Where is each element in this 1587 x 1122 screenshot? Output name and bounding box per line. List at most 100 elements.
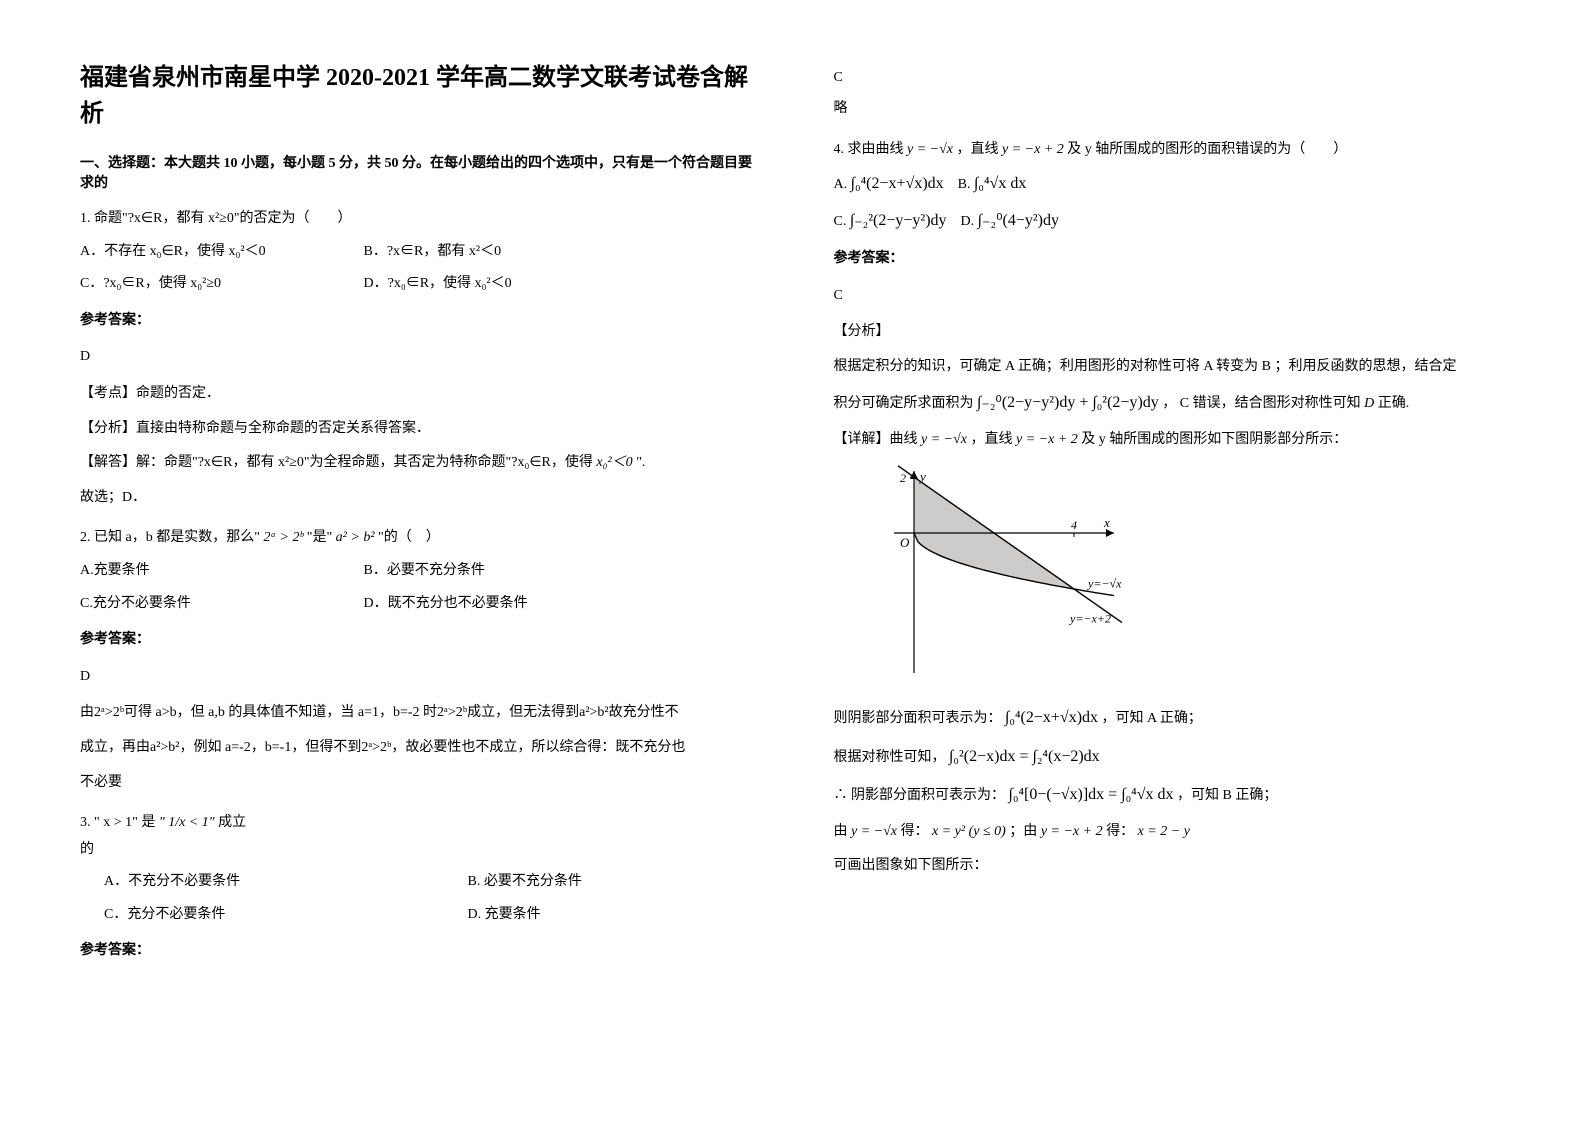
q1-jieda-post: ". — [636, 455, 645, 470]
q4-optc-int: ∫₋₂²(2−y−y²)dy — [850, 212, 947, 229]
q4-stem: 4. 求由曲线 y = −√x ，直线 y = −x + 2 及 y 轴所围成的… — [834, 137, 1508, 164]
q4-a4-m3: 得： — [1106, 824, 1134, 839]
q3-lue: 略 — [834, 96, 1508, 123]
q4-a3-post: ，可知 B 正确； — [1177, 788, 1277, 803]
q4-a4-m2: ；由 — [1009, 824, 1041, 839]
q4-a2-pre: 根据对称性可知， — [834, 750, 946, 765]
q4-f1-post: 知识，可确定 A 正确；利用图形的对称性可将 A 转变为 B ；利用反函数的思想… — [918, 359, 1457, 374]
q3-de: 的 — [80, 837, 754, 864]
q4-a3-pre: ∴ 阴影部分面积可表示为： — [834, 788, 1006, 803]
q3-opt-d: D. 充要条件 — [468, 902, 541, 929]
q4-answer: C — [834, 283, 1508, 310]
q2-opt-d: D．既不充分也不必要条件 — [364, 591, 528, 618]
q3-stem: 3. " x > 1" 是 " 1/x < 1" 成立 — [80, 810, 754, 837]
q4-xj-mid: ，直线 — [971, 432, 1017, 447]
q4-fenxi1: 根据定积分的知识，可确定 A 正确；利用图形的对称性可将 A 转变为 B ；利用… — [834, 354, 1508, 381]
q4-graph: 24yxOy=−√xy=−x+2 — [874, 463, 1134, 693]
q2-opt-a: A.充要条件 — [80, 558, 360, 585]
q2-stem-mid: "是" — [307, 530, 332, 545]
q4-opta-pre: A. — [834, 177, 851, 192]
q4-optb-int: ∫₀⁴√x dx — [974, 175, 1026, 192]
q4-a1-pre: 则阴影部分面积可表示为： — [834, 711, 1002, 726]
q1-opt-d: D．?x₀∈R，使得 x₀²＜0 — [364, 271, 512, 298]
q4-stem-e2: y = −x + 2 — [1002, 142, 1064, 157]
q2-stem-e2: a² > b² — [336, 530, 375, 545]
q3-opt-a: A．不充分不必要条件 — [104, 869, 464, 896]
svg-text:4: 4 — [1071, 518, 1077, 532]
q3-stem-pre: 3. " x > 1" 是 — [80, 815, 159, 830]
q4-optd-pre: D. — [961, 214, 978, 229]
q3-answer-label: 参考答案： — [80, 938, 754, 965]
q1-fenxi: 【分析】直接由特称命题与全称命题的否定关系得答案． — [80, 416, 754, 443]
q2-stem-post: "的（ ） — [378, 530, 440, 545]
q4-xj-e2: y = −x + 2 — [1016, 432, 1078, 447]
q4-xj-post: 及 y 轴所围成的图形如下图阴影部分所示： — [1081, 432, 1347, 447]
page-title: 福建省泉州市南星中学 2020-2021 学年高二数学文联考试卷含解析 — [80, 60, 754, 132]
q4-a2-int: ∫₀²(2−x)dx = ∫₂⁴(x−2)dx — [949, 748, 1100, 765]
q4-stem-post: 及 y 轴所围成的图形的面积错误的为（ ） — [1067, 142, 1347, 157]
q4-f1-de: 的 — [904, 359, 918, 374]
q4-stem-e1: y = −√x — [907, 142, 953, 157]
q4-a4-pre: 由 — [834, 824, 852, 839]
q4-a1-int: ∫₀⁴(2−x+√x)dx — [1005, 709, 1098, 726]
q4-after4: 由 y = −√x 得： x = y² (y ≤ 0) ；由 y = −x + … — [834, 819, 1508, 846]
q4-a1-post: ，可知 A 正确； — [1102, 711, 1202, 726]
q1-jieda: 【解答】解：命题"?x∈R，都有 x²≥0"为全程命题，其否定为特称命题"?x₀… — [80, 450, 754, 477]
q4-opt-b: B. ∫₀⁴√x dx — [958, 177, 1027, 192]
svg-text:x: x — [1103, 515, 1110, 530]
q4-optd-int: ∫₋₂⁰(4−y²)dy — [978, 212, 1059, 229]
q1-opt-c: C．?x₀∈R，使得 x₀²≥0 — [80, 271, 360, 298]
svg-text:y: y — [918, 469, 926, 484]
q1-answer-label: 参考答案： — [80, 308, 754, 335]
question-2: 2. 已知 a，b 都是实数，那么" 2ᵃ > 2ᵇ "是" a² > b² "… — [80, 525, 754, 796]
q4-after1: 则阴影部分面积可表示为： ∫₀⁴(2−x+√x)dx ，可知 A 正确； — [834, 703, 1508, 733]
q4-f2-pre: 积分可确定所求面积为 — [834, 396, 974, 411]
q4-f2-int: ∫₋₂⁰(2−y−y²)dy + ∫₀²(2−y)dy — [977, 394, 1159, 411]
q4-after5: 可画出图象如下图所示： — [834, 853, 1508, 880]
q2-answer-label: 参考答案： — [80, 627, 754, 654]
q4-a4-e2: x = y² (y ≤ 0) — [932, 824, 1006, 839]
q4-stem-pre: 4. 求由曲线 — [834, 142, 908, 157]
q3-opt-c: C．充分不必要条件 — [104, 902, 464, 929]
q4-a3-int: ∫₀⁴[0−(−√x)]dx = ∫₀⁴√x dx — [1009, 786, 1174, 803]
q4-opt-d: D. ∫₋₂⁰(4−y²)dy — [961, 214, 1059, 229]
q4-f2-p1: ， C 错误，结合图形对称性可知 — [1162, 396, 1364, 411]
q1-jieda-pre: 【解答】解：命题"?x∈R，都有 x²≥0"为全程命题，其否定为特称命题"?x₀… — [80, 455, 596, 470]
q4-f1-pre: 根据定积分 — [834, 359, 904, 374]
q2-opt-b: B．必要不充分条件 — [364, 558, 485, 585]
q4-opt-a: A. ∫₀⁴(2−x+√x)dx — [834, 177, 948, 192]
question-1: 1. 命题"?x∈R，都有 x²≥0"的否定为（ ） A．不存在 x₀∈R，使得… — [80, 206, 754, 511]
q4-answer-label: 参考答案： — [834, 246, 1508, 273]
q4-optb-pre: B. — [958, 177, 974, 192]
q4-after3: ∴ 阴影部分面积可表示为： ∫₀⁴[0−(−√x)]dx = ∫₀⁴√x dx … — [834, 780, 1508, 810]
q4-f2-p2: 正确. — [1378, 396, 1410, 411]
q4-stem-mid1: ，直线 — [957, 142, 1003, 157]
q2-line2: 成立，再由a²>b²，例如 a=-2，b=-1，但得不到2ᵃ>2ᵇ，故必要性也不… — [80, 735, 754, 762]
q3-stem-expr: " 1/x < 1" — [159, 815, 215, 830]
q2-answer: D — [80, 664, 754, 691]
q4-optc-pre: C. — [834, 214, 850, 229]
q4-opt-c: C. ∫₋₂²(2−y−y²)dy — [834, 214, 951, 229]
q1-jieda-expr: x₀²＜0 — [596, 455, 632, 470]
q4-a4-e4: x = 2 − y — [1138, 824, 1190, 839]
section-i-head: 一、选择题：本大题共 10 小题，每小题 5 分，共 50 分。在每小题给出的四… — [80, 152, 754, 192]
q2-line3: 不必要 — [80, 770, 754, 797]
q2-opt-c: C.充分不必要条件 — [80, 591, 360, 618]
q3-opt-b: B. 必要不充分条件 — [468, 869, 582, 896]
question-4: 4. 求由曲线 y = −√x ，直线 y = −x + 2 及 y 轴所围成的… — [834, 137, 1508, 880]
q1-opt-a: A．不存在 x₀∈R，使得 x₀²＜0 — [80, 239, 360, 266]
q2-stem-e1: 2ᵃ > 2ᵇ — [263, 530, 303, 545]
q2-stem: 2. 已知 a，b 都是实数，那么" 2ᵃ > 2ᵇ "是" a² > b² "… — [80, 525, 754, 552]
svg-text:O: O — [900, 535, 910, 550]
right-column: C 略 4. 求由曲线 y = −√x ，直线 y = −x + 2 及 y 轴… — [794, 0, 1587, 1122]
q4-after2: 根据对称性可知， ∫₀²(2−x)dx = ∫₂⁴(x−2)dx — [834, 742, 1508, 772]
svg-text:2: 2 — [900, 471, 906, 485]
question-3: 3. " x > 1" 是 " 1/x < 1" 成立 的 A．不充分不必要条件… — [80, 810, 754, 965]
q4-a4-e3: y = −x + 2 — [1041, 824, 1103, 839]
left-column: 福建省泉州市南星中学 2020-2021 学年高二数学文联考试卷含解析 一、选择… — [0, 0, 794, 1122]
q1-opt-b: B．?x∈R，都有 x²＜0 — [364, 239, 502, 266]
q4-fenxi-head: 【分析】 — [834, 319, 1508, 346]
q2-stem-pre: 2. 已知 a，b 都是实数，那么" — [80, 530, 260, 545]
q4-opta-int: ∫₀⁴(2−x+√x)dx — [851, 175, 944, 192]
q4-xj-e1: y = −√x — [921, 432, 967, 447]
